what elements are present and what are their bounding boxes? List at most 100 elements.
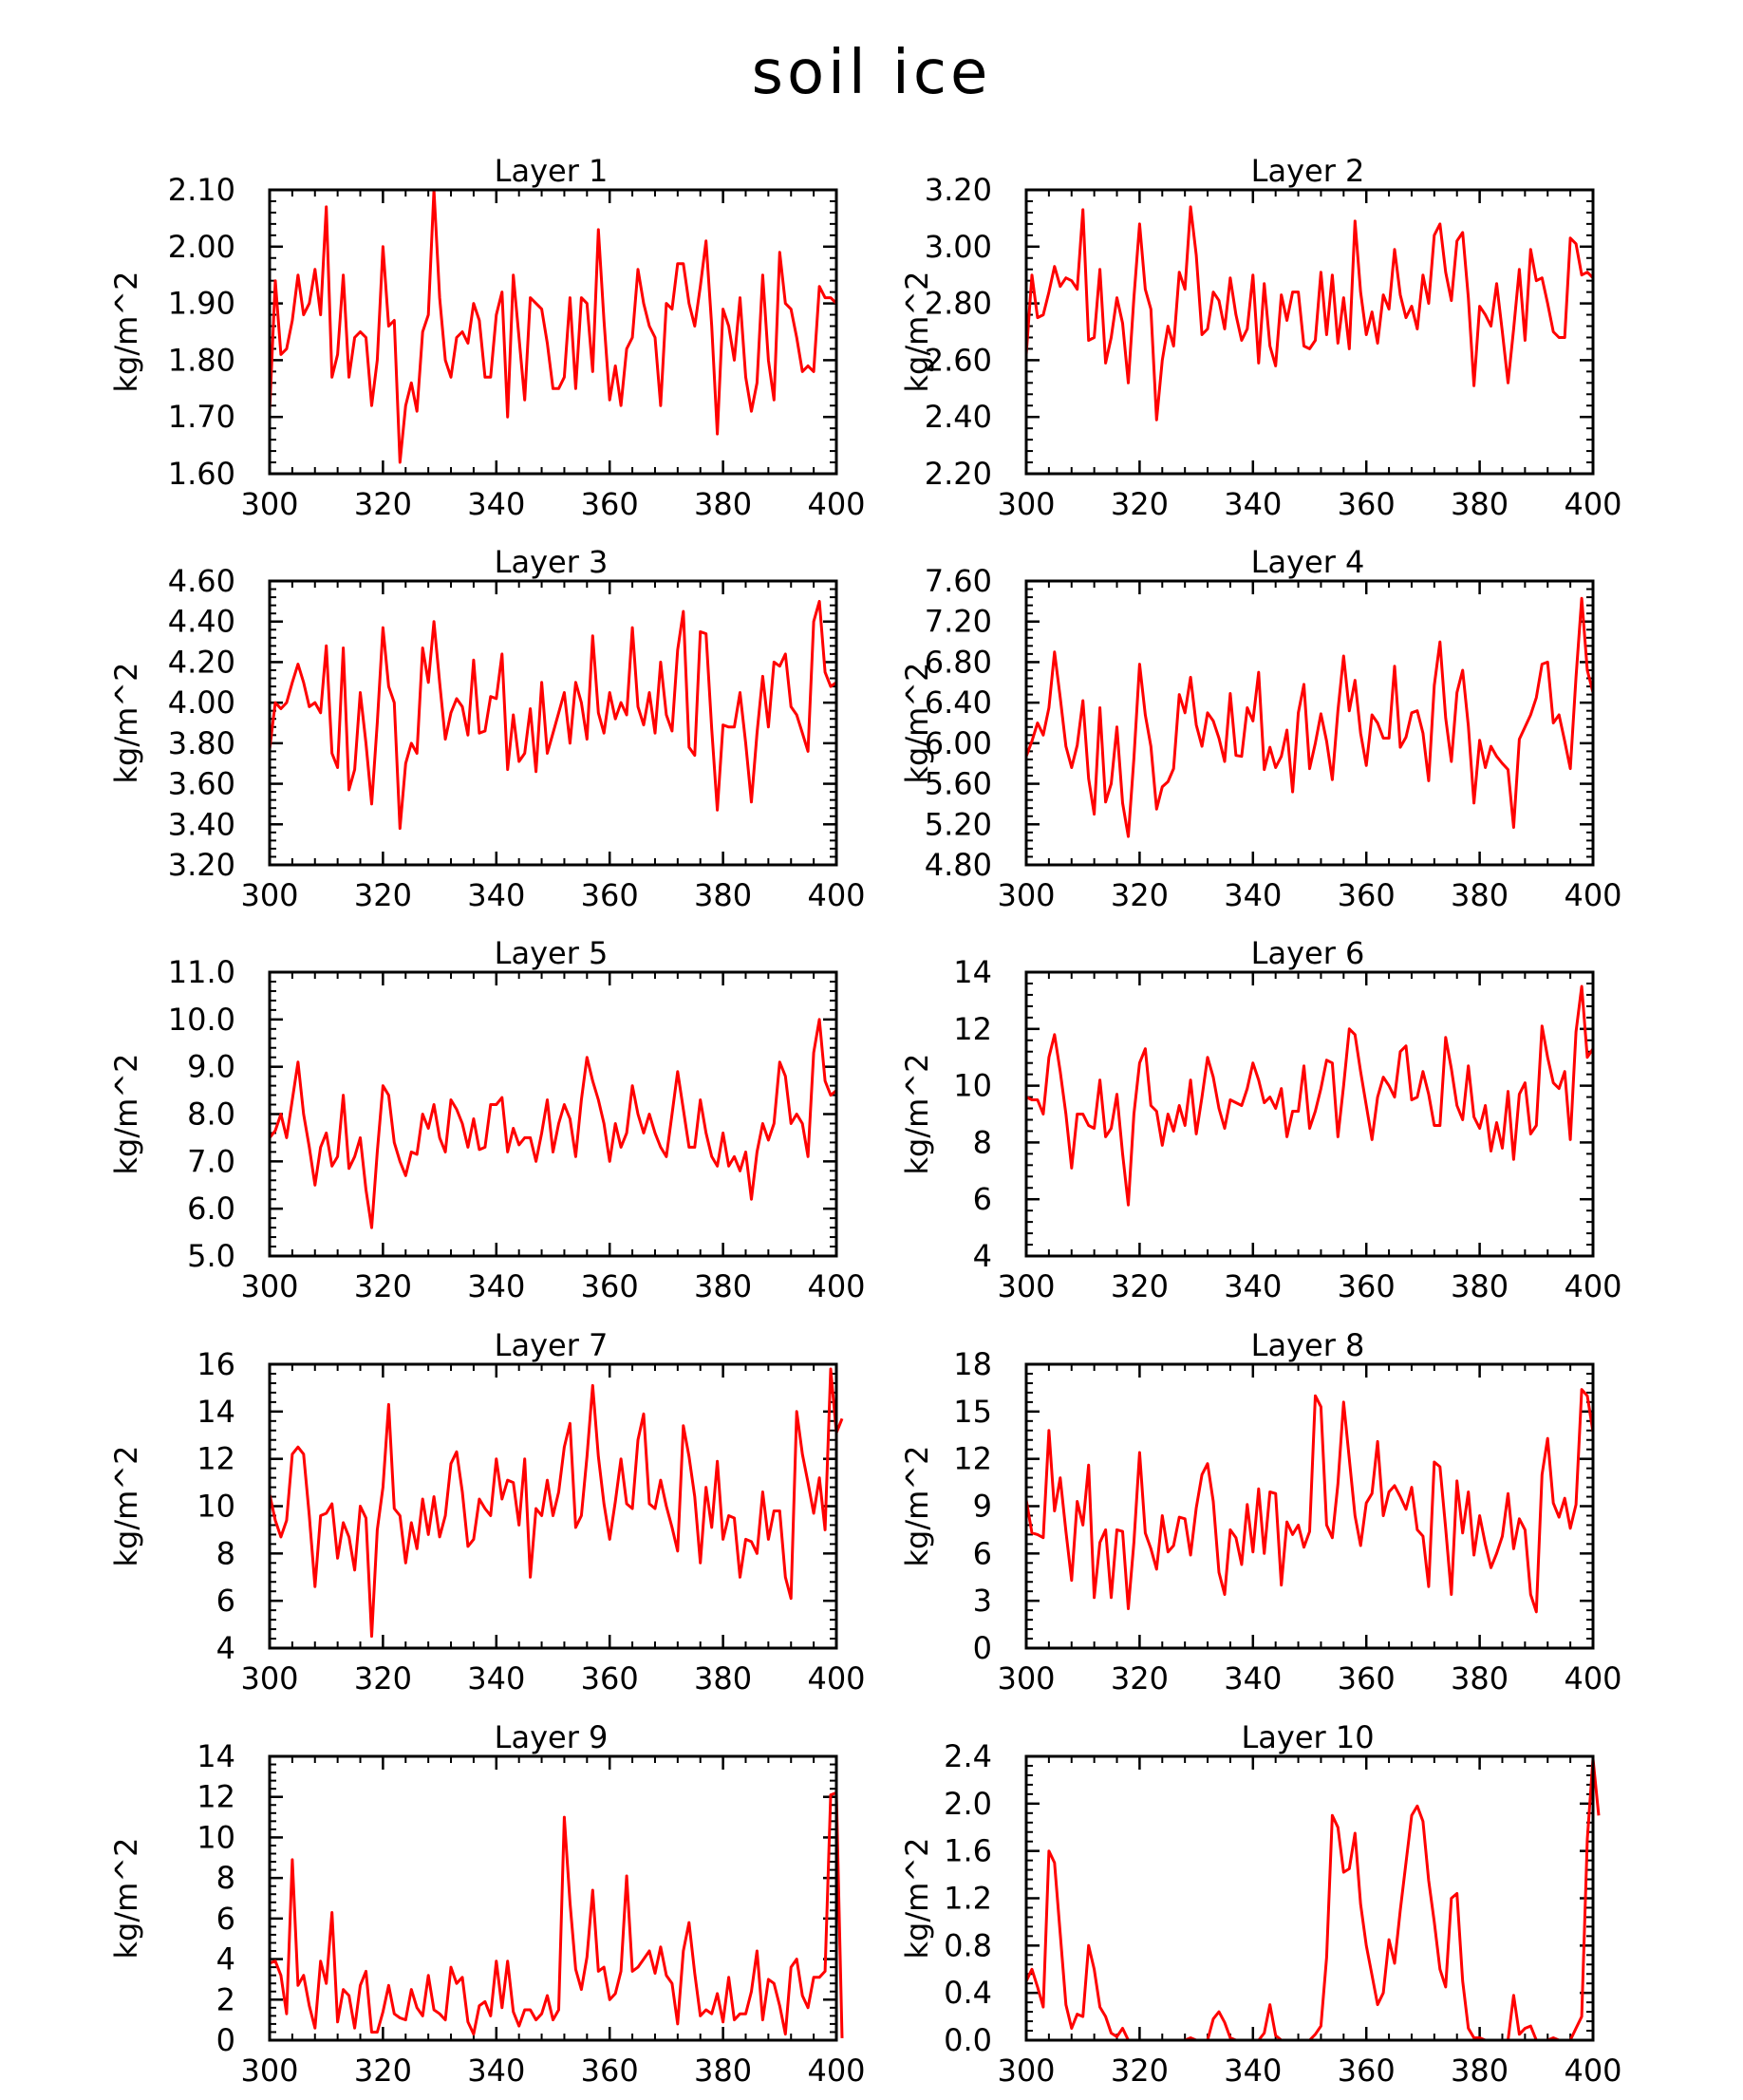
x-tick-label: 360 bbox=[581, 1660, 639, 1697]
x-tick-label: 340 bbox=[467, 1268, 525, 1304]
x-tick-label: 320 bbox=[354, 486, 412, 522]
y-tick-label: 0 bbox=[216, 2022, 235, 2058]
y-tick-label: 16 bbox=[197, 1346, 235, 1382]
series-line bbox=[1025, 984, 1595, 1207]
series-line bbox=[1024, 1388, 1595, 1614]
panel-8: 300 320 340 360 380 400 0 3 6 9 12 15 18 Layer 8 kg/m^… bbox=[899, 1327, 1622, 1697]
panel-3: 300 320 340 360 380 400 3.20 3.40 3.60 3.80 4.00 4.… bbox=[108, 544, 866, 913]
y-tick-label: 8.0 bbox=[187, 1097, 235, 1133]
x-tick-label: 340 bbox=[1224, 1268, 1282, 1304]
y-tick-label: 2.10 bbox=[168, 172, 235, 208]
x-tick-label: 300 bbox=[240, 877, 298, 913]
y-tick-label: 18 bbox=[953, 1346, 992, 1382]
y-axis-label: kg/m^2 bbox=[899, 1446, 935, 1567]
y-tick-label: 2.20 bbox=[925, 456, 992, 492]
y-tick-label: 2.80 bbox=[925, 286, 992, 322]
y-tick-label: 8 bbox=[216, 1860, 235, 1896]
y-tick-label: 0.8 bbox=[944, 1927, 992, 1963]
y-tick-label: 3.60 bbox=[168, 766, 235, 802]
x-tick-label: 380 bbox=[1451, 486, 1509, 522]
y-axis-label: kg/m^2 bbox=[108, 663, 144, 784]
x-tick-label: 320 bbox=[354, 2053, 412, 2089]
x-tick-label: 360 bbox=[1338, 2053, 1396, 2089]
x-tick-label: 340 bbox=[1224, 2053, 1282, 2089]
series-line bbox=[269, 1791, 844, 2038]
y-axis-label: kg/m^2 bbox=[899, 272, 935, 393]
x-tick-label: 400 bbox=[1564, 2053, 1621, 2089]
y-tick-label: 3.00 bbox=[925, 229, 992, 265]
y-axis-label: kg/m^2 bbox=[108, 1446, 144, 1567]
x-tick-label: 300 bbox=[997, 2053, 1055, 2089]
plot-frame bbox=[1024, 970, 1595, 1258]
y-tick-label: 9 bbox=[973, 1489, 992, 1525]
x-tick-label: 400 bbox=[807, 2053, 865, 2089]
panel-5: 300 320 340 360 380 400 5.0 6.0 7.0 8.0 9.0 10.0 11.… bbox=[108, 935, 866, 1304]
x-tick-label: 300 bbox=[240, 1268, 298, 1304]
x-tick-label: 380 bbox=[694, 877, 752, 913]
x-tick-label: 360 bbox=[1338, 1268, 1396, 1304]
y-tick-label: 1.60 bbox=[168, 456, 235, 492]
x-tick-label: 320 bbox=[1111, 1660, 1169, 1697]
y-tick-label: 7.20 bbox=[925, 604, 992, 640]
plot-frame bbox=[268, 1754, 838, 2042]
y-tick-label: 3.40 bbox=[168, 806, 235, 842]
x-tick-label: 340 bbox=[467, 2053, 525, 2089]
y-tick-label: 8 bbox=[216, 1535, 235, 1571]
x-tick-label: 300 bbox=[240, 486, 298, 522]
y-tick-label: 1.6 bbox=[944, 1833, 992, 1869]
y-tick-label: 6 bbox=[216, 1583, 235, 1619]
y-tick-label: 5.20 bbox=[925, 806, 992, 842]
y-axis-label: kg/m^2 bbox=[899, 663, 935, 784]
x-tick-label: 360 bbox=[1338, 486, 1396, 522]
series-line bbox=[1024, 1757, 1601, 2042]
y-tick-label: 1.2 bbox=[944, 1881, 992, 1917]
panel-title: Layer 9 bbox=[495, 1719, 609, 1755]
y-tick-label: 12 bbox=[953, 1441, 992, 1477]
y-tick-label: 5.60 bbox=[925, 766, 992, 802]
x-tick-label: 380 bbox=[1451, 2053, 1509, 2089]
panel-title: Layer 6 bbox=[1251, 935, 1365, 971]
x-tick-label: 400 bbox=[1564, 486, 1621, 522]
y-tick-label: 6.80 bbox=[925, 644, 992, 680]
series-line bbox=[268, 188, 838, 464]
figure-title: soil ice bbox=[751, 38, 992, 108]
x-tick-label: 360 bbox=[581, 2053, 639, 2089]
y-tick-label: 10 bbox=[953, 1068, 992, 1104]
y-tick-label: 10.0 bbox=[168, 1002, 235, 1038]
x-tick-label: 300 bbox=[997, 1268, 1055, 1304]
y-tick-label: 4.80 bbox=[925, 847, 992, 883]
y-tick-label: 6.40 bbox=[925, 684, 992, 721]
plot-frame bbox=[1024, 188, 1595, 476]
x-tick-label: 400 bbox=[807, 877, 865, 913]
x-tick-label: 380 bbox=[694, 1660, 752, 1697]
y-tick-label: 2.00 bbox=[168, 229, 235, 265]
x-tick-label: 360 bbox=[1338, 877, 1396, 913]
y-tick-label: 6 bbox=[973, 1535, 992, 1571]
panel-title: Layer 8 bbox=[1251, 1327, 1365, 1363]
series-line bbox=[1024, 205, 1595, 422]
y-tick-label: 12 bbox=[197, 1779, 235, 1815]
y-tick-label: 4.40 bbox=[168, 604, 235, 640]
x-tick-label: 300 bbox=[997, 1660, 1055, 1697]
x-tick-label: 340 bbox=[467, 486, 525, 522]
y-tick-label: 0 bbox=[973, 1630, 992, 1666]
x-tick-label: 340 bbox=[467, 1660, 525, 1697]
panel-4: 300 320 340 360 380 400 4.80 5.20 5.60 6.00 6.40 6.… bbox=[899, 544, 1622, 913]
x-tick-label: 300 bbox=[240, 1660, 298, 1697]
panel-title: Layer 7 bbox=[495, 1327, 609, 1363]
x-tick-label: 400 bbox=[807, 1268, 865, 1304]
panel-10: 300 320 340 360 380 400 0.0 0.4 0.8 1.2 1.6 2.0 2.4 L… bbox=[899, 1719, 1622, 2089]
y-tick-label: 12 bbox=[953, 1011, 992, 1047]
series-line bbox=[1024, 596, 1595, 838]
y-tick-label: 6 bbox=[973, 1181, 992, 1217]
panel-title: Layer 5 bbox=[495, 935, 609, 971]
y-tick-label: 3 bbox=[973, 1583, 992, 1619]
panel-6: 300 320 340 360 380 400 4 6 8 10 12 14 Layer 6 kg/m^2 bbox=[899, 935, 1622, 1304]
y-tick-label: 4.60 bbox=[168, 563, 235, 599]
y-tick-label: 10 bbox=[197, 1489, 235, 1525]
x-tick-label: 320 bbox=[1111, 486, 1169, 522]
x-tick-label: 380 bbox=[694, 1268, 752, 1304]
y-tick-label: 14 bbox=[197, 1738, 235, 1774]
y-axis-label: kg/m^2 bbox=[108, 272, 144, 393]
plot-frame bbox=[268, 579, 838, 867]
